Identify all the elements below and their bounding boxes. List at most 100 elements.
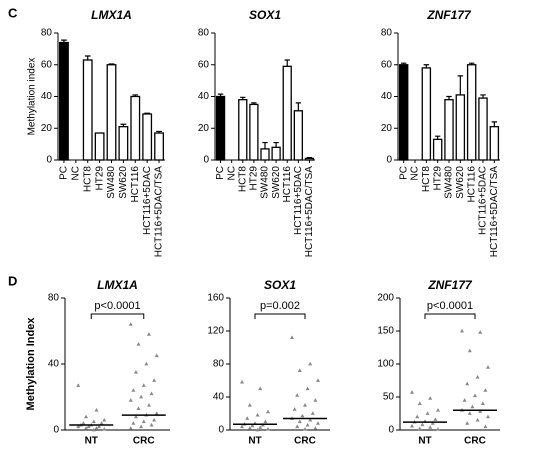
data-point [263,419,268,424]
data-point [467,348,472,353]
data-point [81,421,86,425]
error-bar [61,39,67,43]
data-point [146,403,151,407]
x-tick-label: PC [398,166,409,180]
data-point [258,425,263,429]
x-tick-label: HCT116+5DAC [478,166,489,235]
data-point [292,407,297,411]
x-tick-label: HT29 [94,166,105,191]
panel-label: C [8,5,18,20]
x-tick-label: CRC [464,436,486,447]
data-point [133,414,138,419]
y-tick-label: 40 [213,392,225,403]
y-axis-label: Methylation index [27,58,38,136]
data-point [436,427,440,431]
significance-bracket [254,313,306,319]
data-point [465,381,470,386]
data-point [486,365,490,369]
bar [118,126,129,161]
data-point [247,403,252,407]
data-point [475,417,480,422]
data-point [310,411,315,415]
error-bar [156,130,162,134]
y-tick-label: 0 [386,155,392,166]
data-point [152,417,157,422]
x-tick-label: HCT116+5DAC/TSA [154,166,165,258]
p-value: p<0.0001 [94,300,140,312]
x-tick-label: SW480 [444,166,455,199]
x-tick-label: CRC [294,436,316,447]
data-point [478,330,483,334]
data-point [86,424,91,429]
x-tick-label: HCT8 [421,166,432,193]
data-point [478,409,483,413]
data-point [76,424,81,429]
y-tick-label: 20 [381,123,393,134]
data-point [97,424,102,429]
data-point [483,424,488,429]
y-tick-label: 100 [377,359,394,370]
bar [82,59,93,161]
y-tick-label: 0 [53,425,59,436]
bar [282,65,292,161]
error-bar [295,102,301,111]
y-tick-label: 60 [41,59,53,70]
y-tick-label: 20 [41,123,53,134]
x-tick-label: PC [215,166,226,180]
bar [130,95,141,161]
data-point [305,422,310,427]
y-tick-label: 80 [41,28,53,39]
chart-title: ZNF177 [426,8,472,22]
x-tick-label: NC [226,166,237,180]
x-tick-label: HCT116 [282,166,293,203]
y-tick-label: 50 [383,392,395,403]
y-tick-label: 0 [388,425,394,436]
data-point [483,388,488,392]
data-point [410,390,414,394]
data-point [308,361,313,366]
x-tick-label: CRC [133,436,155,447]
x-tick-label: HT29 [249,166,260,191]
y-tick-label: 60 [381,59,393,70]
x-tick-label: HCT116+5DAC/TSA [489,166,500,258]
data-point [128,426,133,430]
x-tick-label: NC [410,166,421,180]
bar [489,126,500,161]
error-bar [423,64,430,68]
data-point [303,426,307,431]
error-bar [446,95,452,100]
y-tick-label: 120 [207,326,224,337]
data-point [154,353,159,358]
error-bar [400,62,407,65]
data-point [303,403,307,407]
data-point [415,414,420,419]
data-point [133,370,138,374]
data-point [154,411,159,415]
y-tick-label: 0 [203,155,209,166]
data-point [94,426,99,430]
data-point [139,424,144,429]
x-tick-label: SW620 [118,166,129,199]
bar [478,97,488,161]
data-point [290,335,294,339]
data-point [84,426,89,430]
data-point [99,421,104,425]
error-bar [240,96,246,100]
data-point [84,414,89,419]
y-tick-label: 20 [198,123,210,134]
significance-bracket [90,313,145,319]
p-value: p<0.0001 [427,300,473,312]
data-point [102,426,107,431]
significance-bracket [424,313,476,319]
bar [94,132,105,161]
data-point [128,398,133,402]
data-point [139,394,144,399]
data-point [295,393,300,397]
data-point [146,332,151,336]
y-tick-label: 40 [198,91,210,102]
x-tick-label: HCT116 [130,166,141,203]
data-point [240,424,244,429]
bar [59,41,69,161]
x-tick-label: HCT8 [82,166,93,193]
error-bar [273,141,279,148]
